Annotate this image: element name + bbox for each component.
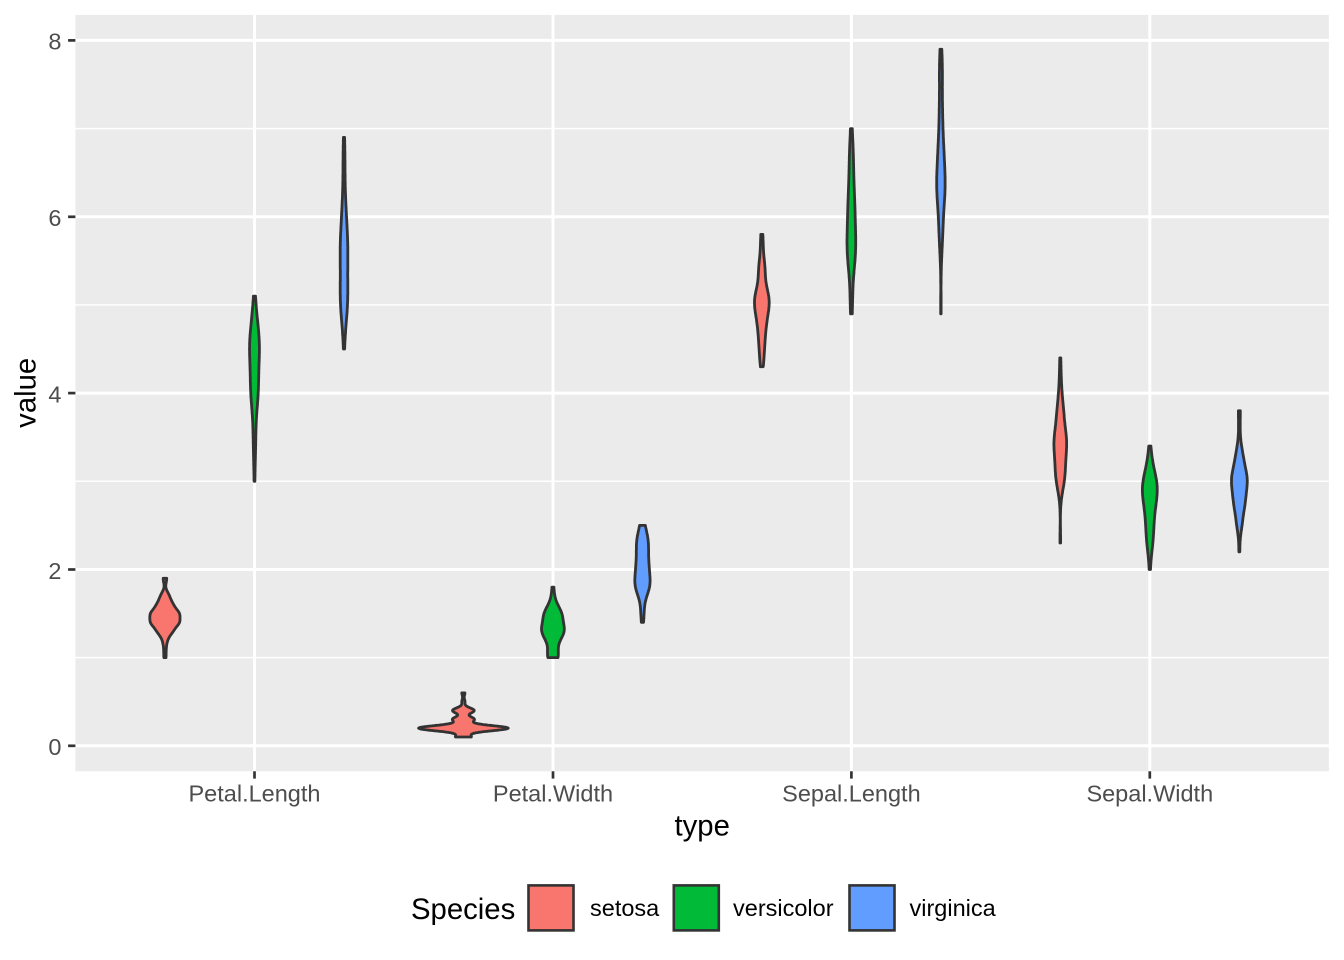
svg-text:setosa: setosa xyxy=(590,895,660,921)
svg-text:Sepal.Width: Sepal.Width xyxy=(1086,780,1213,806)
svg-text:Petal.Length: Petal.Length xyxy=(189,780,321,806)
svg-text:Sepal.Length: Sepal.Length xyxy=(782,780,921,806)
svg-text:Petal.Width: Petal.Width xyxy=(493,780,613,806)
svg-text:Species: Species xyxy=(411,893,515,926)
svg-text:versicolor: versicolor xyxy=(733,895,834,921)
svg-text:2: 2 xyxy=(48,558,61,584)
svg-text:6: 6 xyxy=(48,205,61,231)
svg-text:8: 8 xyxy=(48,29,61,55)
svg-text:0: 0 xyxy=(48,734,61,760)
svg-text:virginica: virginica xyxy=(910,895,997,921)
svg-text:type: type xyxy=(675,810,730,843)
svg-text:4: 4 xyxy=(48,381,61,407)
svg-text:value: value xyxy=(10,358,43,428)
